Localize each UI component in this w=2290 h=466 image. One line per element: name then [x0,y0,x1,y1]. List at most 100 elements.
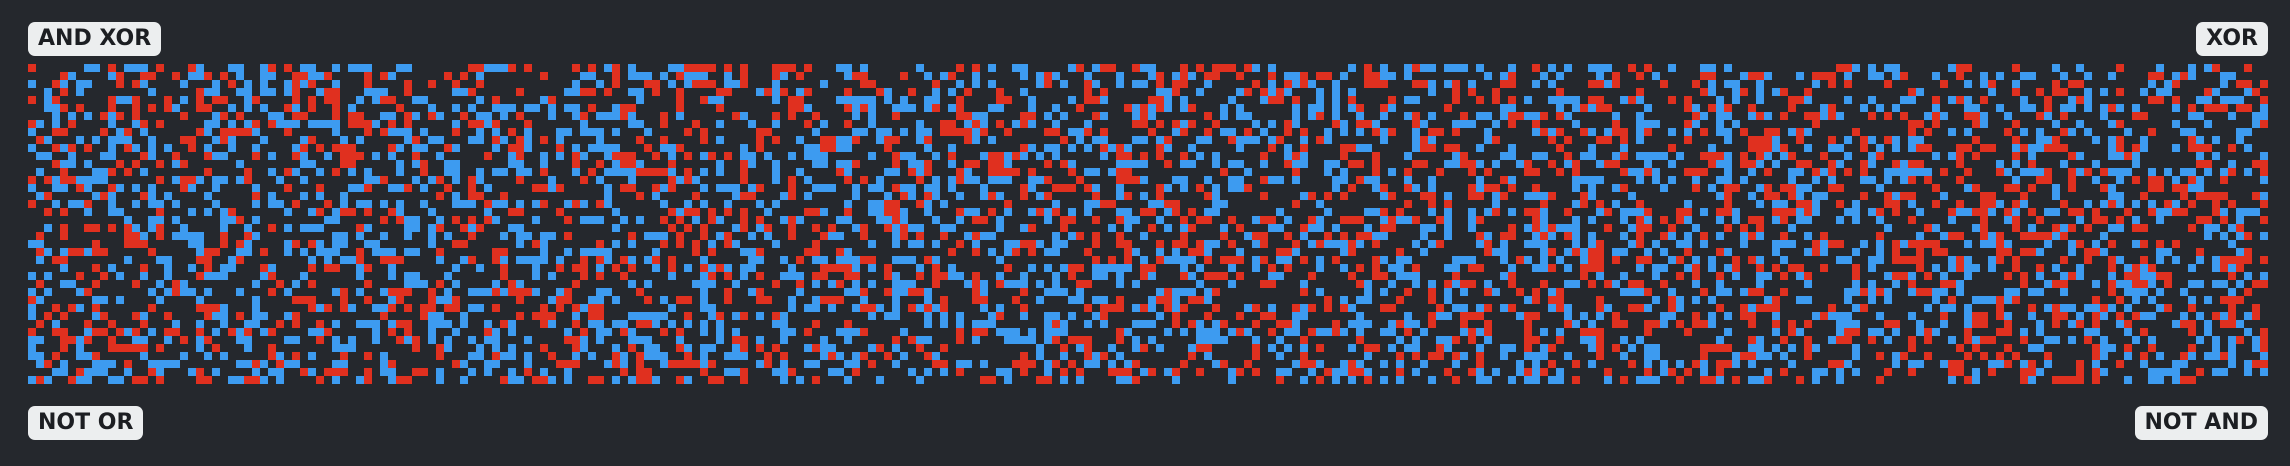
grid-cell [1548,304,1556,312]
grid-cell [2140,192,2148,200]
grid-cell [116,72,124,80]
grid-cell [412,160,420,168]
grid-cell [916,168,924,176]
grid-cell [1892,280,1900,288]
grid-cell [1156,144,1164,152]
grid-cell [1532,192,1540,200]
grid-cell [1660,312,1668,320]
grid-cell [1892,320,1900,328]
grid-cell [812,144,820,152]
grid-cell [2044,304,2052,312]
grid-cell [988,168,996,176]
grid-cell [972,216,980,224]
grid-cell [1948,296,1956,304]
grid-cell [852,160,860,168]
grid-cell [1028,328,1036,336]
label-xor[interactable]: XOR [2196,22,2268,56]
grid-cell [1244,184,1252,192]
grid-cell [2212,224,2220,232]
label-not-and[interactable]: NOT AND [2134,406,2268,440]
grid-cell [1924,176,1932,184]
grid-cell [220,240,228,248]
grid-cell [2236,248,2244,256]
grid-cell [612,64,620,72]
grid-cell [772,160,780,168]
grid-cell [1452,80,1460,88]
grid-cell [1364,376,1372,384]
grid-cell [932,184,940,192]
grid-cell [660,312,668,320]
grid-cell [28,128,36,136]
grid-cell [388,112,396,120]
grid-cell [684,224,692,232]
grid-cell [100,360,108,368]
grid-cell [412,224,420,232]
grid-cell [908,280,916,288]
grid-cell [1892,104,1900,112]
grid-cell [1372,256,1380,264]
grid-cell [188,144,196,152]
grid-cell [1876,208,1884,216]
grid-cell [1116,232,1124,240]
grid-cell [1380,72,1388,80]
label-and-xor[interactable]: AND XOR [28,22,162,56]
grid-cell [260,136,268,144]
grid-cell [404,184,412,192]
grid-cell [1028,240,1036,248]
grid-cell [220,72,228,80]
grid-cell [476,64,484,72]
grid-cell [1412,80,1420,88]
grid-cell [1532,120,1540,128]
grid-cell [1756,232,1764,240]
grid-cell [1220,272,1228,280]
grid-cell [68,112,76,120]
grid-cell [1164,200,1172,208]
grid-cell [1892,144,1900,152]
grid-cell [1492,368,1500,376]
grid-cell [1116,368,1124,376]
grid-cell [1340,232,1348,240]
grid-cell [52,176,60,184]
grid-cell [1964,208,1972,216]
grid-cell [564,296,572,304]
grid-cell [1748,104,1756,112]
grid-cell [1772,216,1780,224]
label-not-or[interactable]: NOT OR [28,406,144,440]
grid-cell [892,296,900,304]
grid-cell [1324,128,1332,136]
grid-cell [1732,184,1740,192]
grid-cell [2260,216,2268,224]
grid-cell [1068,208,1076,216]
grid-cell [2100,304,2108,312]
grid-cell [108,112,116,120]
grid-cell [148,248,156,256]
grid-cell [1804,128,1812,136]
grid-cell [148,368,156,376]
grid-cell [268,64,276,72]
grid-cell [732,112,740,120]
grid-cell [820,184,828,192]
grid-cell [1380,256,1388,264]
grid-cell [316,320,324,328]
grid-cell [2148,272,2156,280]
grid-cell [612,264,620,272]
grid-cell [84,376,92,384]
grid-cell [540,184,548,192]
grid-cell [1204,336,1212,344]
grid-cell [1076,376,1084,384]
grid-cell [804,176,812,184]
grid-cell [988,80,996,88]
grid-cell [1516,288,1524,296]
grid-cell [916,240,924,248]
grid-cell [1908,160,1916,168]
grid-cell [1836,312,1844,320]
grid-cell [1388,168,1396,176]
grid-cell [916,176,924,184]
grid-cell [1132,320,1140,328]
grid-cell [1764,144,1772,152]
grid-cell [2060,104,2068,112]
grid-cell [1908,200,1916,208]
grid-cell [972,296,980,304]
grid-cell [740,368,748,376]
grid-cell [604,200,612,208]
